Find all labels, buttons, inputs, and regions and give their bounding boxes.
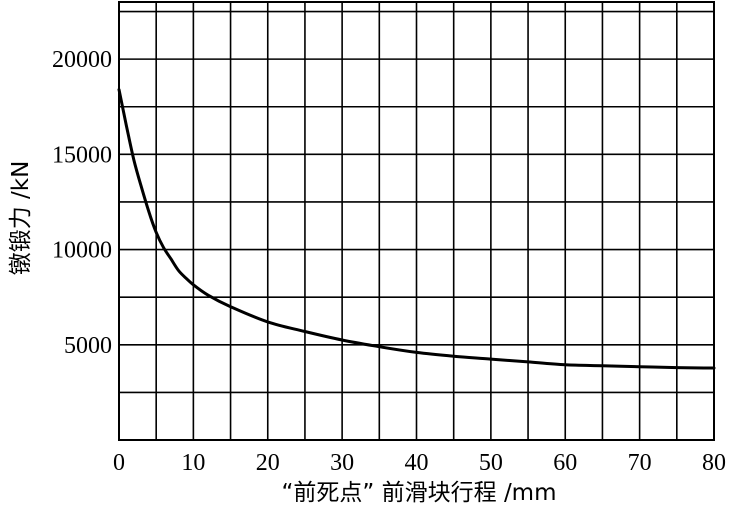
- x-tick-label: 20: [256, 450, 280, 476]
- y-tick-label: 20000: [52, 47, 112, 73]
- y-axis-title: 镦锻力 /kN: [8, 161, 34, 276]
- series-line: [117, 88, 716, 370]
- plot-frame: [118, 1, 715, 441]
- grid: [118, 1, 715, 441]
- y-tick-label: 10000: [52, 238, 112, 264]
- x-tick-labels: 0 10 20 30 40 50 60 70 80: [113, 450, 726, 476]
- x-tick-label: 10: [181, 450, 205, 476]
- y-tick-labels: 5000 10000 15000 20000: [52, 47, 112, 359]
- x-tick-label: 50: [479, 450, 503, 476]
- x-tick-label: 40: [405, 450, 429, 476]
- x-tick-label: 80: [702, 450, 726, 476]
- x-tick-label: 30: [330, 450, 354, 476]
- y-tick-label: 15000: [52, 142, 112, 168]
- curve-layer: [117, 88, 716, 370]
- x-tick-label: 60: [553, 450, 577, 476]
- x-axis-title: “前死点” 前滑块行程 /mm: [281, 480, 556, 506]
- x-tick-label: 0: [113, 450, 125, 476]
- x-tick-label: 70: [628, 450, 652, 476]
- y-tick-label: 5000: [64, 333, 112, 359]
